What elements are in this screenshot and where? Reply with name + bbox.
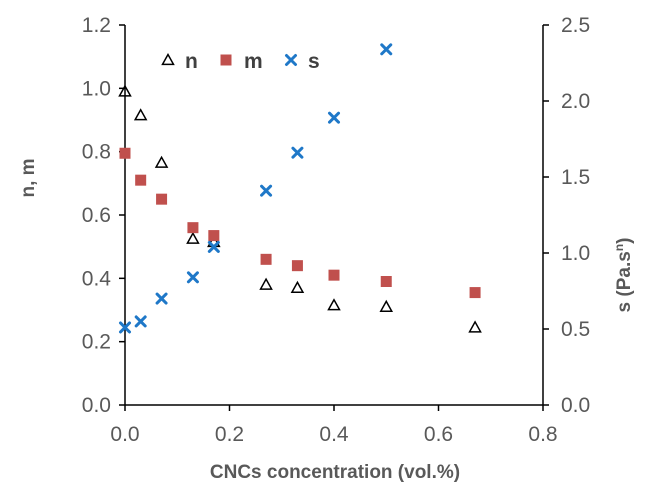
x-tick-label: 0.4 [319, 423, 349, 446]
y-right-tick-label: 2.5 [561, 14, 590, 37]
y-left-tick-label: 1.0 [82, 77, 111, 100]
x-tick-label: 0.8 [528, 423, 557, 446]
data-point-m [135, 174, 147, 186]
legend-marker-m [220, 54, 232, 66]
x-tick-label: 0.0 [110, 423, 139, 446]
y-axis-right-title-base: s (Pa.s [614, 251, 635, 312]
y-axis-right-title: s (Pa.sn) [612, 238, 635, 313]
x-tick-label: 0.6 [424, 423, 453, 446]
data-marks-group [118, 43, 482, 334]
data-point-m [156, 193, 168, 205]
data-point-n [290, 280, 305, 293]
data-point-n [154, 155, 169, 168]
y-left-tick-label: 0.6 [82, 204, 111, 227]
data-point-n [118, 84, 132, 97]
y-axis-right-title-superscript: n [612, 244, 626, 251]
y-right-tick-label: 0.0 [561, 394, 590, 417]
data-point-n [327, 298, 341, 311]
data-point-s [134, 315, 147, 328]
data-point-m [328, 269, 340, 281]
legend-marker-n [161, 52, 175, 66]
data-point-s [207, 240, 220, 253]
data-point-n [468, 320, 482, 333]
axes-group [124, 25, 544, 406]
y-right-tick-label: 2.0 [561, 90, 590, 113]
x-tick-label: 0.2 [215, 423, 244, 446]
y-axis-left-title: n, m [18, 158, 39, 197]
data-point-m [119, 147, 131, 159]
data-point-s [291, 146, 304, 159]
legend-label-m: m [244, 50, 263, 73]
data-point-m [208, 230, 220, 242]
legend-label-n: n [185, 50, 198, 73]
data-point-s [155, 292, 168, 305]
y-axis-right-title-close: ) [614, 238, 635, 244]
data-point-m [469, 287, 481, 299]
data-point-n [186, 231, 200, 244]
y-right-tick-label: 1.0 [561, 242, 590, 265]
y-left-tick-label: 0.0 [82, 394, 111, 417]
data-point-n [259, 277, 273, 290]
y-left-tick-label: 0.2 [82, 331, 111, 354]
legend-label-s: s [308, 50, 320, 73]
data-point-s [260, 184, 273, 197]
y-right-tick-label: 0.5 [561, 318, 590, 341]
data-point-m [380, 276, 392, 287]
legend-marker-s [285, 54, 297, 66]
data-point-m [291, 260, 303, 272]
data-point-s [119, 321, 131, 334]
data-point-n [379, 299, 394, 312]
data-point-s [186, 271, 199, 284]
data-point-m [260, 253, 272, 265]
ticks-group: 0.0 0.2 0.4 0.6 0.80.00.20.40.60.81.01.20.00… [82, 14, 590, 446]
y-left-tick-label: 0.4 [82, 267, 112, 290]
y-left-tick-label: 1.2 [82, 14, 111, 37]
data-point-s [328, 111, 340, 124]
data-point-m [187, 222, 199, 234]
y-left-tick-label: 0.8 [82, 141, 111, 164]
y-right-tick-label: 1.5 [561, 166, 590, 189]
data-point-s [380, 43, 393, 56]
data-point-n [133, 108, 148, 121]
x-axis-title: CNCs concentration (vol.%) [210, 462, 460, 483]
